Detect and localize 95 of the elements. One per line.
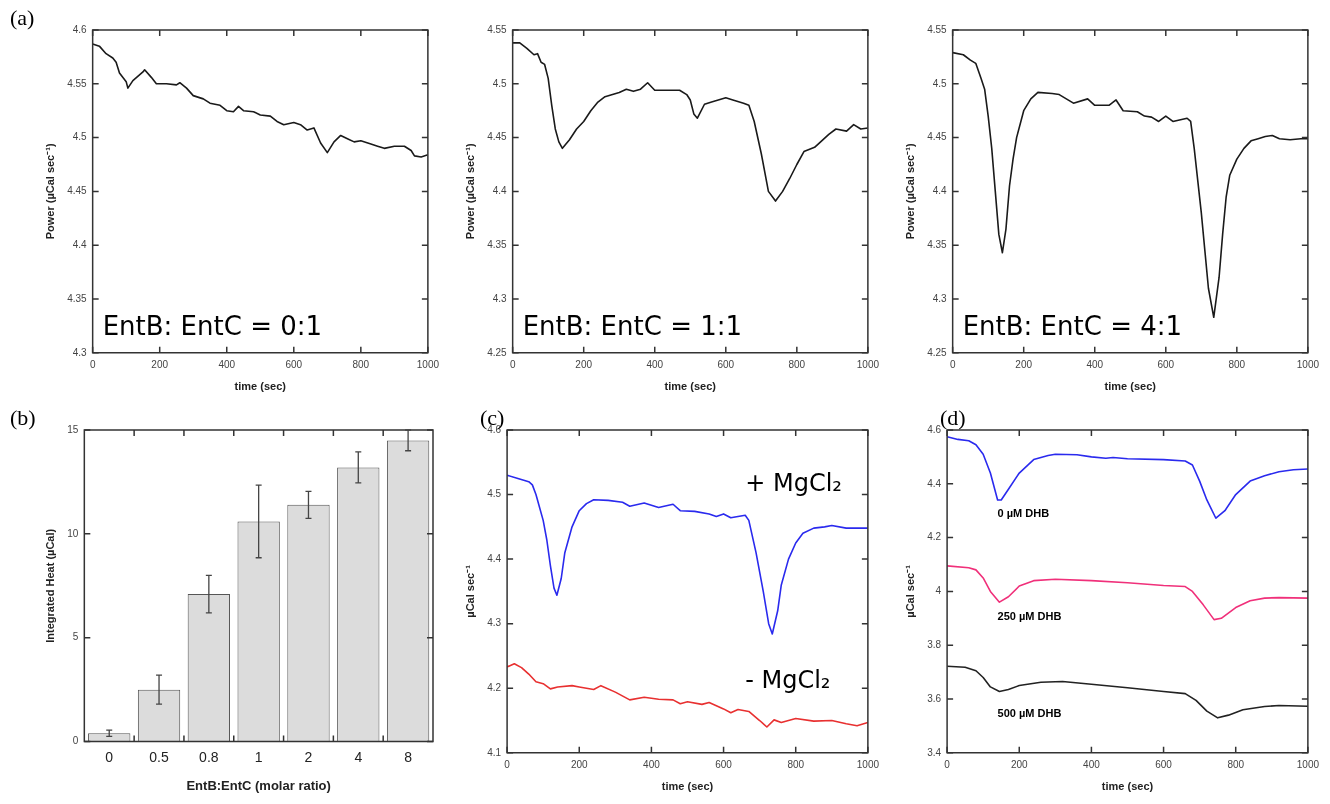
y-tick-label: 4.4 bbox=[492, 185, 508, 197]
y-tick-label: 0 bbox=[72, 735, 79, 747]
x-tick-label: 0 bbox=[105, 748, 114, 765]
x-tick-label: 800 bbox=[1228, 358, 1246, 370]
x-tick-label: 1 bbox=[254, 748, 263, 765]
y-tick-label: 4.3 bbox=[487, 617, 502, 629]
y-tick-label: 4.45 bbox=[67, 185, 88, 197]
x-tick-label: 200 bbox=[151, 358, 169, 370]
chart-title: (b) bbox=[10, 404, 36, 430]
x-tick-label: 4 bbox=[354, 748, 363, 765]
y-axis-title: Power (µCal sec⁻¹) bbox=[463, 143, 476, 240]
y-tick-label: 4.45 bbox=[927, 131, 948, 143]
y-tick-label: 4.5 bbox=[492, 77, 508, 89]
y-tick-label: 3.6 bbox=[927, 692, 942, 704]
y-axis-title: µCal sec⁻¹ bbox=[463, 564, 476, 618]
y-axis-title: Power (µCal sec⁻¹) bbox=[903, 143, 916, 240]
y-tick-label: 4.55 bbox=[927, 23, 948, 35]
x-tick-label: 1000 bbox=[1296, 358, 1320, 370]
x-tick-label: 2 bbox=[304, 748, 313, 765]
y-tick-label: 10 bbox=[67, 527, 79, 539]
y-tick-label: 4.35 bbox=[67, 292, 88, 304]
y-tick-label: 4.45 bbox=[487, 131, 508, 143]
x-tick-label: 1000 bbox=[1296, 758, 1320, 770]
x-axis-title: time (sec) bbox=[1101, 780, 1154, 793]
y-axis-title: Power (µCal sec⁻¹) bbox=[43, 143, 56, 240]
x-tick-label: 800 bbox=[1227, 758, 1245, 770]
y-tick-label: 4.5 bbox=[487, 488, 502, 500]
y-tick-label: 4.25 bbox=[927, 346, 948, 358]
y-tick-label: 4 bbox=[935, 585, 942, 597]
y-tick-label: 4.5 bbox=[932, 77, 948, 89]
x-tick-label: 0 bbox=[509, 358, 516, 370]
y-tick-label: 4.4 bbox=[72, 238, 88, 250]
y-tick-label: 4.6 bbox=[927, 423, 942, 435]
y-tick-label: 3.8 bbox=[927, 638, 942, 650]
x-tick-label: 0.5 bbox=[149, 748, 169, 765]
x-axis-title: EntB:EntC (molar ratio) bbox=[186, 777, 331, 793]
chart-title: (d) bbox=[940, 404, 966, 430]
x-axis-title: time (sec) bbox=[664, 380, 717, 393]
y-tick-label: 4.3 bbox=[72, 346, 88, 358]
x-tick-label: 800 bbox=[352, 358, 370, 370]
annotation: EntB: EntC = 0:1 bbox=[102, 310, 323, 341]
annotation: EntB: EntC = 1:1 bbox=[522, 310, 743, 341]
x-tick-label: 1000 bbox=[856, 358, 880, 370]
series-label: 0 µM DHB bbox=[997, 506, 1050, 519]
x-tick-label: 200 bbox=[1010, 758, 1029, 770]
y-tick-label: 4.3 bbox=[492, 292, 508, 304]
y-tick-label: 4.4 bbox=[932, 185, 948, 197]
y-axis-title: µCal sec⁻¹ bbox=[903, 564, 916, 618]
x-tick-label: 8 bbox=[404, 748, 413, 765]
chart-title: (a) bbox=[10, 4, 35, 30]
y-tick-label: 4.4 bbox=[927, 477, 942, 489]
series-label: + MgCl₂ bbox=[745, 469, 842, 498]
x-tick-label: 400 bbox=[646, 358, 664, 370]
x-axis-title: time (sec) bbox=[661, 780, 714, 793]
x-tick-label: 200 bbox=[1015, 358, 1033, 370]
y-tick-label: 4.25 bbox=[487, 346, 508, 358]
y-tick-label: 15 bbox=[67, 423, 79, 435]
y-tick-label: 3.4 bbox=[927, 746, 942, 758]
annotation: EntB: EntC = 4:1 bbox=[962, 310, 1183, 341]
y-tick-label: 4.55 bbox=[67, 77, 88, 89]
y-tick-label: 4.2 bbox=[487, 681, 502, 693]
y-tick-label: 4.2 bbox=[927, 531, 942, 543]
series-label: 500 µM DHB bbox=[997, 707, 1062, 720]
x-tick-label: 200 bbox=[575, 358, 593, 370]
x-tick-label: 1000 bbox=[416, 358, 440, 370]
x-tick-label: 400 bbox=[218, 358, 236, 370]
y-tick-label: 4.6 bbox=[72, 23, 88, 35]
series-label: - MgCl₂ bbox=[745, 666, 831, 695]
x-axis-title: time (sec) bbox=[234, 380, 287, 393]
x-tick-label: 600 bbox=[715, 758, 733, 770]
x-tick-label: 800 bbox=[787, 758, 805, 770]
x-tick-label: 1000 bbox=[856, 758, 880, 770]
x-tick-label: 600 bbox=[1155, 758, 1173, 770]
x-tick-label: 400 bbox=[1086, 358, 1104, 370]
y-tick-label: 4.3 bbox=[932, 292, 948, 304]
x-tick-label: 200 bbox=[570, 758, 589, 770]
y-tick-label: 4.4 bbox=[487, 552, 502, 564]
x-tick-label: 0 bbox=[949, 358, 956, 370]
y-tick-label: 4.35 bbox=[487, 238, 508, 250]
y-axis-title: Integrated Heat (µCal) bbox=[43, 528, 56, 643]
y-tick-label: 5 bbox=[72, 631, 79, 643]
y-tick-label: 4.1 bbox=[487, 746, 502, 758]
x-tick-label: 0 bbox=[89, 358, 96, 370]
x-tick-label: 0.8 bbox=[199, 748, 219, 765]
y-tick-label: 4.55 bbox=[487, 23, 508, 35]
series-label: 250 µM DHB bbox=[997, 610, 1062, 623]
x-tick-label: 600 bbox=[717, 358, 735, 370]
y-tick-label: 4.35 bbox=[927, 238, 948, 250]
y-tick-label: 4.5 bbox=[72, 131, 88, 143]
x-tick-label: 400 bbox=[1083, 758, 1101, 770]
x-tick-label: 600 bbox=[1157, 358, 1175, 370]
x-tick-label: 400 bbox=[643, 758, 661, 770]
x-axis-title: time (sec) bbox=[1104, 380, 1157, 393]
x-tick-label: 800 bbox=[788, 358, 806, 370]
x-tick-label: 600 bbox=[285, 358, 303, 370]
